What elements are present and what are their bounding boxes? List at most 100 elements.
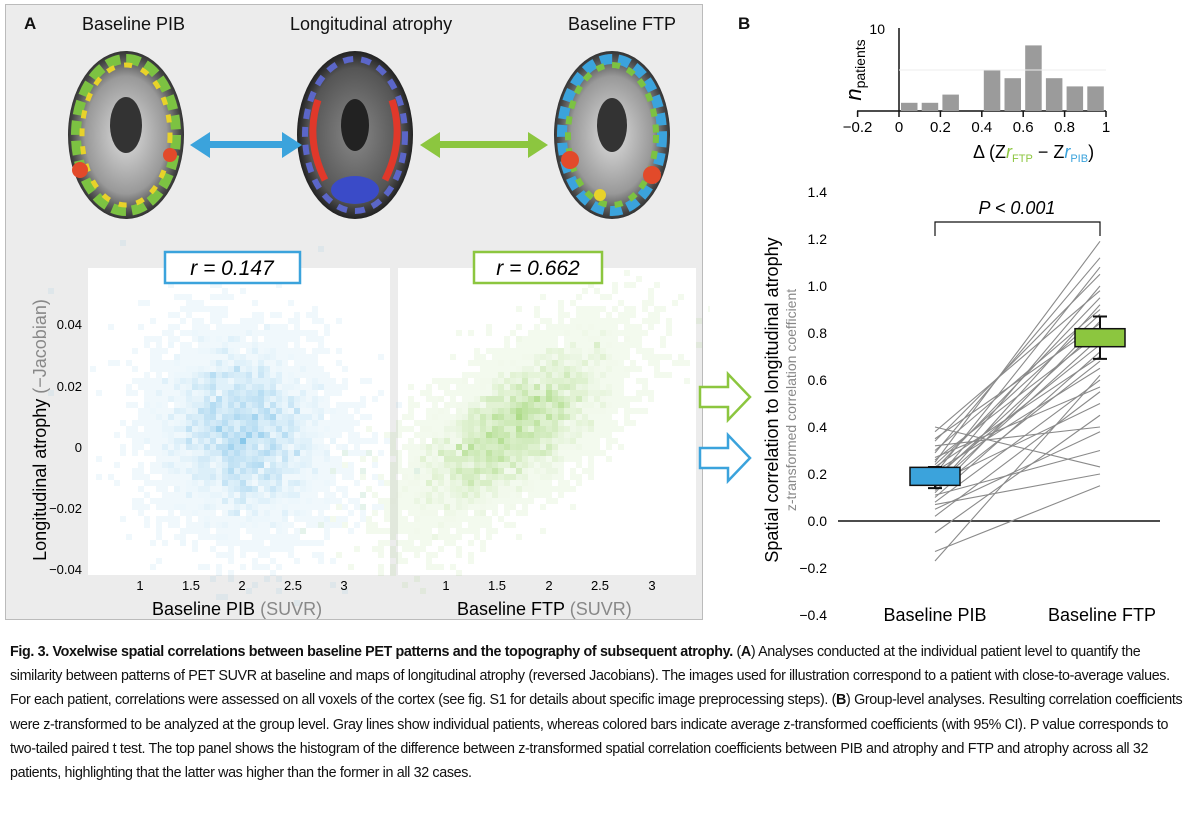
density-cell [162,366,168,372]
density-cell [222,330,228,336]
density-cell [204,378,210,384]
density-cell [204,498,210,504]
density-cell [342,588,348,594]
density-cell [456,498,462,504]
density-cell [540,360,546,366]
density-cell [402,558,408,564]
density-cell [510,522,516,528]
density-cell [504,450,510,456]
density-cell [456,438,462,444]
density-cell [516,426,522,432]
density-cell [156,378,162,384]
density-cell [222,540,228,546]
density-cell [324,528,330,534]
density-cell [312,552,318,558]
patient-line [934,426,1101,468]
density-cell [486,504,492,510]
panel-b-label: B [738,14,751,33]
density-cell [510,402,516,408]
density-cell [150,360,156,366]
density-cell [228,516,234,522]
density-cell [264,546,270,552]
density-cell [366,486,372,492]
density-cell [228,504,234,510]
density-cell [198,456,204,462]
hist-bar [1087,86,1104,111]
density-cell [186,450,192,456]
density-cell [168,510,174,516]
density-cell [156,486,162,492]
density-cell [228,378,234,384]
density-cell [570,426,576,432]
caption-b-text: Group-level analyses. Resulting correlat… [10,692,1183,782]
density-cell [192,444,198,450]
density-cell [648,324,654,330]
density-cell [132,504,138,510]
density-cell [306,444,312,450]
density-cell [312,474,318,480]
density-cell [174,420,180,426]
r-ftp-value: r = 0.662 [496,257,580,280]
density-cell [642,318,648,324]
density-cell [318,336,324,342]
density-cell [594,402,600,408]
patient-line [934,241,1101,463]
density-cell [588,426,594,432]
density-cell [564,390,570,396]
density-cell [474,414,480,420]
density-cell [516,408,522,414]
density-cell [450,480,456,486]
density-cell [564,444,570,450]
density-cell [456,492,462,498]
density-cell [276,540,282,546]
density-cell [630,306,636,312]
density-cell [252,456,258,462]
density-cell [246,378,252,384]
density-cell [294,390,300,396]
density-cell [264,324,270,330]
density-cell [390,528,396,534]
density-cell [438,492,444,498]
density-cell [558,480,564,486]
density-cell [216,384,222,390]
density-cell [294,534,300,540]
density-cell [570,474,576,480]
density-cell [576,390,582,396]
density-cell [438,432,444,438]
density-cell [186,294,192,300]
density-cell [552,498,558,504]
density-cell [204,444,210,450]
density-cell [138,432,144,438]
density-cell [366,414,372,420]
density-cell [150,480,156,486]
density-cell [168,426,174,432]
density-cell [186,306,192,312]
density-cell [432,462,438,468]
density-cell [324,504,330,510]
density-cell [264,408,270,414]
density-cell [288,378,294,384]
density-cell [168,468,174,474]
density-cell [300,450,306,456]
density-cell [516,396,522,402]
density-cell [516,498,522,504]
density-cell [594,366,600,372]
density-cell [648,360,654,366]
density-cell [204,402,210,408]
density-cell [450,396,456,402]
density-cell [396,486,402,492]
density-cell [570,456,576,462]
density-cell [282,384,288,390]
density-cell [540,456,546,462]
density-cell [336,384,342,390]
density-cell [492,468,498,474]
patient-line [934,297,1101,470]
density-cell [216,468,222,474]
density-cell [420,390,426,396]
density-cell [552,456,558,462]
density-cell [312,402,318,408]
density-cell [342,450,348,456]
density-cell [138,420,144,426]
density-cell [378,540,384,546]
density-cell [204,360,210,366]
